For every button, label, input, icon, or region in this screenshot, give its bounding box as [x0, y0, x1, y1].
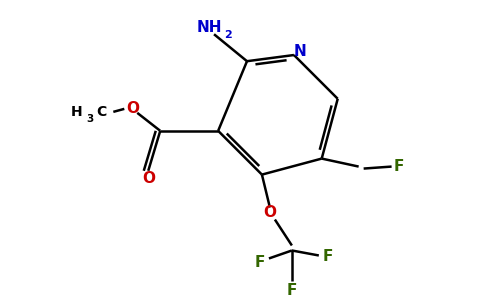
- Text: NH: NH: [197, 20, 222, 35]
- Text: F: F: [287, 283, 297, 298]
- Text: F: F: [393, 159, 404, 174]
- Text: 2: 2: [224, 30, 232, 40]
- Text: F: F: [323, 249, 333, 264]
- Text: F: F: [255, 255, 265, 270]
- Text: C: C: [96, 105, 106, 119]
- Text: 3: 3: [87, 114, 94, 124]
- Text: O: O: [126, 101, 139, 116]
- Text: H: H: [71, 105, 82, 119]
- Text: O: O: [142, 171, 155, 186]
- Text: N: N: [294, 44, 306, 59]
- Text: O: O: [263, 205, 276, 220]
